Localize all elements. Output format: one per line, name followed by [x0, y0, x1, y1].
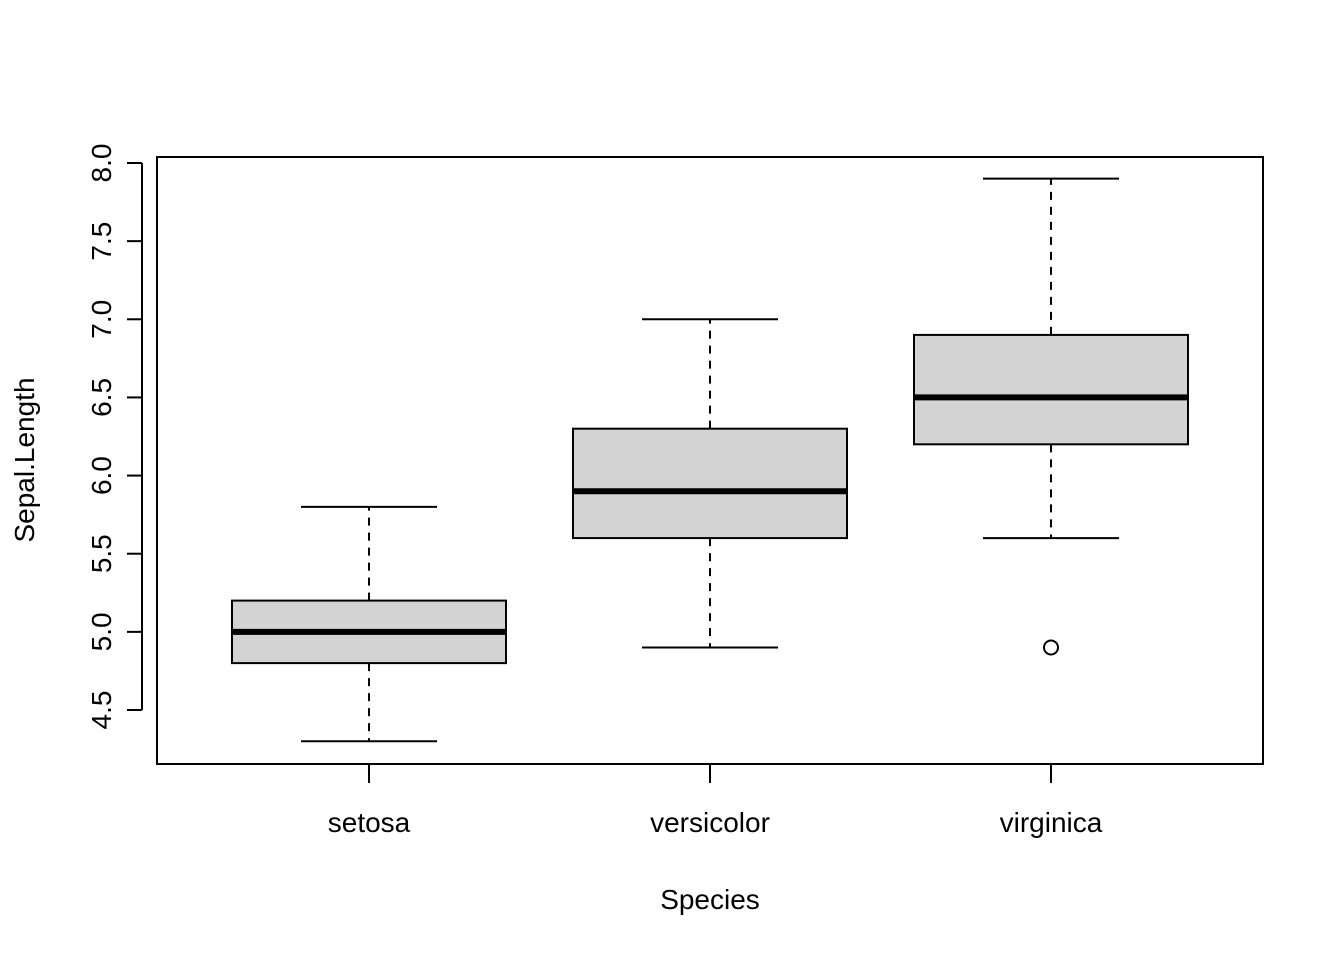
y-tick-label: 4.5 [86, 691, 117, 730]
box-versicolor [572, 318, 848, 649]
y-axis-title: Sepal.Length [9, 377, 40, 542]
y-tick-label: 7.5 [86, 222, 117, 261]
x-axis: setosa versicolor virginica [328, 764, 1103, 838]
outlier-point [1043, 639, 1059, 656]
x-tick-label: versicolor [650, 807, 770, 838]
iqr-box [572, 427, 848, 540]
x-axis-title: Species [660, 884, 760, 915]
x-tick-label: setosa [328, 807, 411, 838]
y-tick-label: 5.0 [86, 612, 117, 651]
box-series [231, 177, 1189, 743]
y-tick-label: 8.0 [86, 144, 117, 183]
x-tick-label: virginica [1000, 807, 1103, 838]
box-virginica [913, 177, 1189, 656]
iqr-box [913, 333, 1189, 446]
box-setosa [231, 505, 507, 743]
y-tick-label: 6.5 [86, 378, 117, 417]
y-axis: 4.5 5.0 5.5 6.0 6.5 7.0 7.5 8.0 [86, 144, 143, 730]
y-tick-label: 6.0 [86, 456, 117, 495]
y-tick-label: 7.0 [86, 300, 117, 339]
y-tick-label: 5.5 [86, 534, 117, 573]
